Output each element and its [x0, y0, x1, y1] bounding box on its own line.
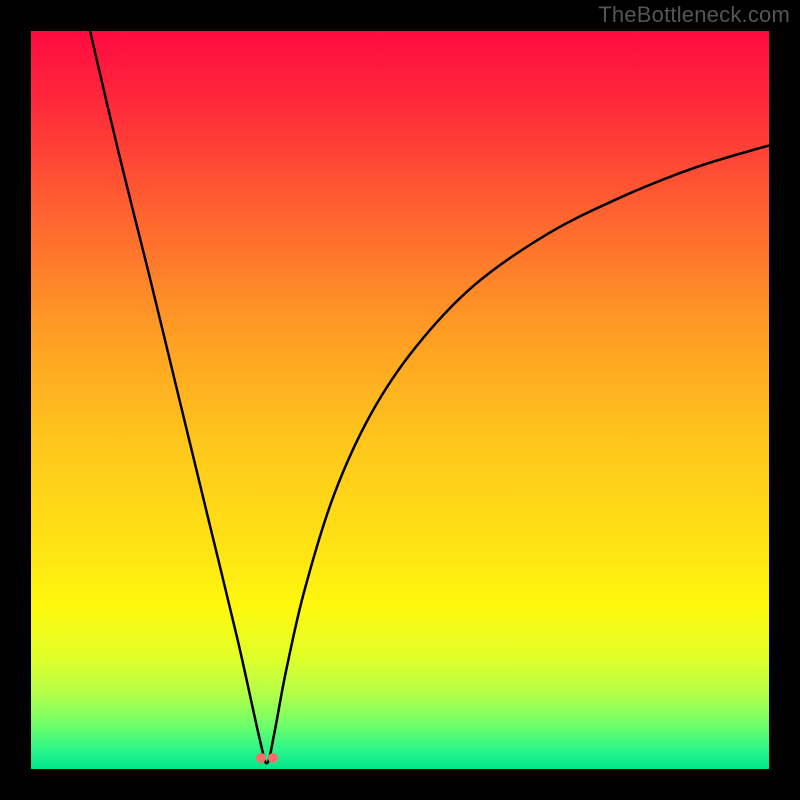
plot-outer-border — [28, 28, 772, 772]
plot-area — [31, 31, 769, 769]
bottleneck-curve — [90, 31, 769, 763]
watermark-text: TheBottleneck.com — [598, 2, 790, 28]
chart-frame: TheBottleneck.com — [0, 0, 800, 800]
curve-layer — [31, 31, 769, 769]
curve-min-marker-0 — [256, 753, 266, 763]
curve-min-marker-1 — [268, 753, 278, 763]
